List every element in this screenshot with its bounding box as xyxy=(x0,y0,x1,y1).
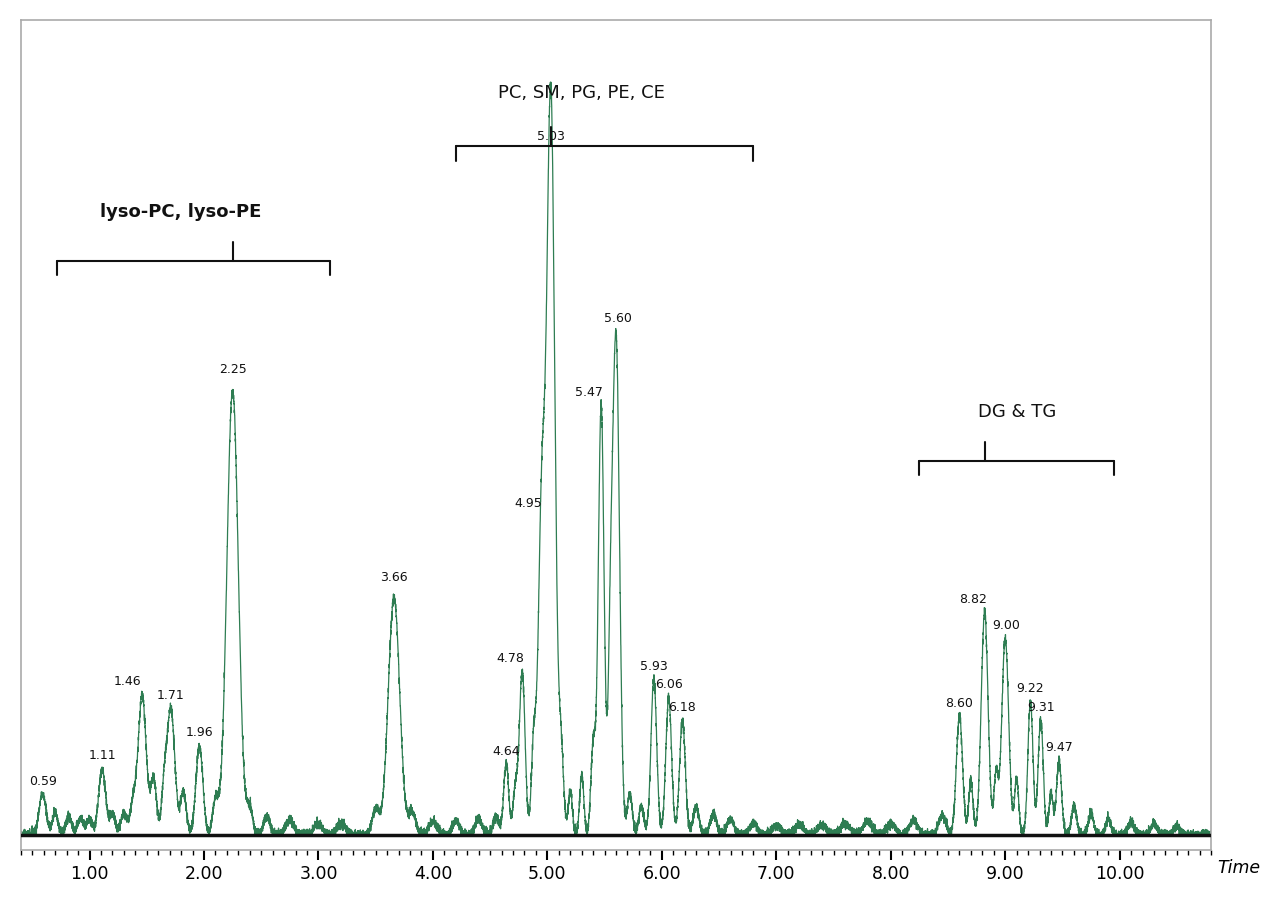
Text: 1.46: 1.46 xyxy=(114,674,141,687)
Text: 1.96: 1.96 xyxy=(186,726,214,739)
Text: 9.00: 9.00 xyxy=(992,619,1020,631)
Text: 5.03: 5.03 xyxy=(536,130,564,143)
Text: 3.66: 3.66 xyxy=(380,571,408,583)
Text: 4.78: 4.78 xyxy=(497,652,525,665)
Text: DG & TG: DG & TG xyxy=(978,403,1056,421)
Text: 6.06: 6.06 xyxy=(655,677,682,691)
Text: 1.11: 1.11 xyxy=(88,748,116,761)
Text: 0.59: 0.59 xyxy=(28,774,56,787)
Text: 5.93: 5.93 xyxy=(640,659,668,672)
Text: 5.47: 5.47 xyxy=(575,386,603,398)
Text: 8.60: 8.60 xyxy=(946,696,973,709)
Text: 6.18: 6.18 xyxy=(668,700,696,712)
Text: PC, SM, PG, PE, CE: PC, SM, PG, PE, CE xyxy=(498,84,666,102)
Text: 2.25: 2.25 xyxy=(219,363,247,376)
Text: lyso-PC, lyso-PE: lyso-PC, lyso-PE xyxy=(100,202,262,220)
Text: Time: Time xyxy=(1217,859,1260,877)
Text: 9.31: 9.31 xyxy=(1027,700,1055,712)
Text: 9.47: 9.47 xyxy=(1046,740,1073,753)
Text: 4.64: 4.64 xyxy=(493,744,520,757)
Text: 8.82: 8.82 xyxy=(959,592,987,605)
Text: 1.71: 1.71 xyxy=(157,689,184,702)
Text: 5.60: 5.60 xyxy=(604,312,632,324)
Text: 4.95: 4.95 xyxy=(515,497,541,509)
Text: 9.22: 9.22 xyxy=(1016,681,1044,694)
